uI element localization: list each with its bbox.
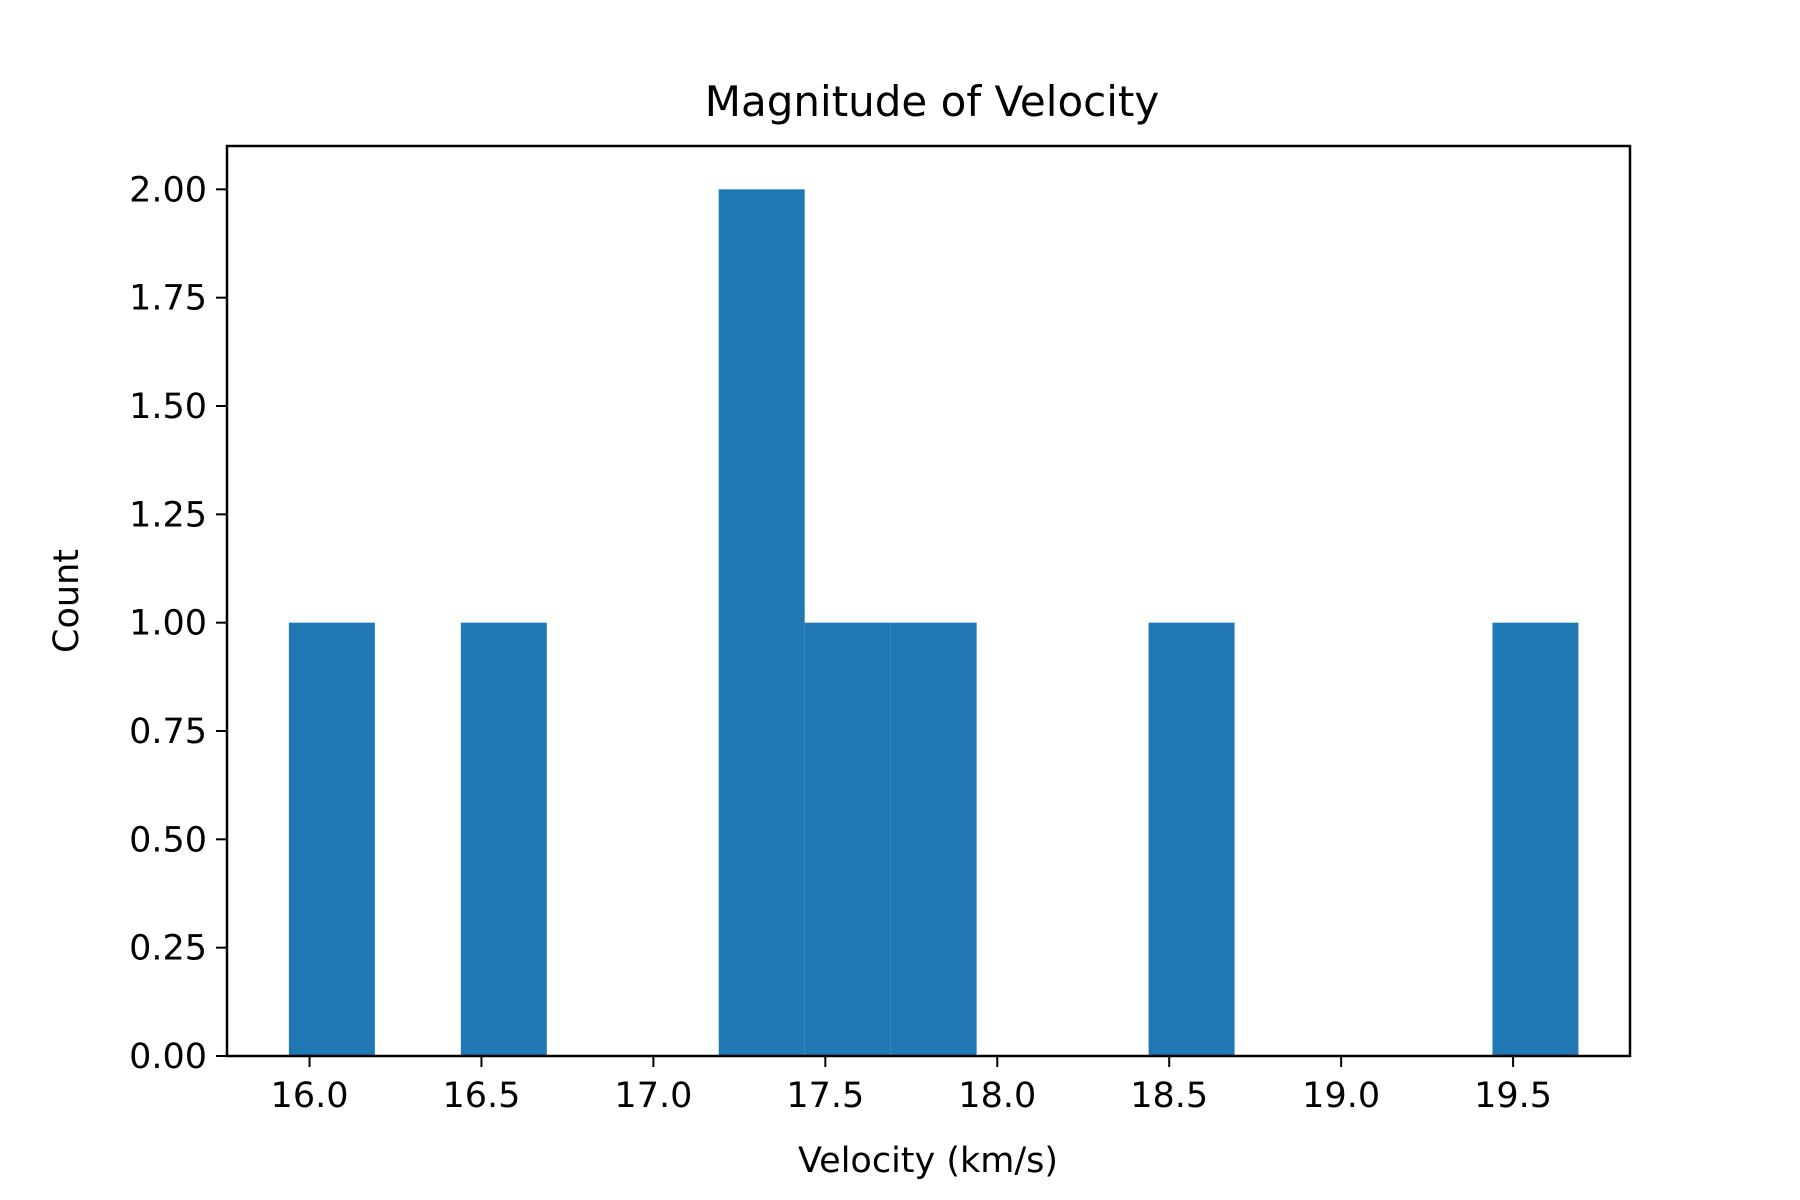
x-axis-label: Velocity (km/s) bbox=[798, 1141, 1058, 1181]
y-tick-label: 1.25 bbox=[129, 495, 207, 535]
x-tick-label: 16.5 bbox=[442, 1076, 520, 1116]
x-tick-label: 19.0 bbox=[1302, 1076, 1380, 1116]
y-tick-label: 0.00 bbox=[129, 1037, 207, 1077]
bar-5 bbox=[1148, 622, 1235, 1056]
y-tick-label: 1.00 bbox=[129, 604, 207, 644]
y-tick-label: 2.00 bbox=[129, 170, 207, 210]
chart-title: Magnitude of Velocity bbox=[705, 77, 1159, 126]
bar-0 bbox=[288, 622, 375, 1056]
bar-3 bbox=[804, 622, 891, 1056]
bar-6 bbox=[1492, 622, 1579, 1056]
x-tick-label: 18.5 bbox=[1130, 1076, 1208, 1116]
x-tick-label: 19.5 bbox=[1474, 1076, 1552, 1116]
x-tick-label: 18.0 bbox=[958, 1076, 1036, 1116]
x-axis-ticks: 16.0 16.5 17.0 17.5 18.0 18.5 19.0 19.5 bbox=[271, 1056, 1552, 1116]
bar-4 bbox=[890, 622, 977, 1056]
bar-2 bbox=[718, 189, 805, 1057]
y-axis-label: Count bbox=[47, 549, 87, 653]
y-tick-label: 1.75 bbox=[129, 279, 207, 319]
plot-frame bbox=[225, 144, 1632, 1058]
y-tick-label: 0.50 bbox=[129, 820, 207, 860]
x-tick-label: 17.0 bbox=[614, 1076, 692, 1116]
x-tick-label: 16.0 bbox=[271, 1076, 349, 1116]
y-tick-label: 0.25 bbox=[129, 929, 207, 969]
y-tick-label: 1.50 bbox=[129, 387, 207, 427]
y-tick-label: 0.75 bbox=[129, 712, 207, 752]
x-tick-label: 17.5 bbox=[786, 1076, 864, 1116]
y-axis-ticks: 0.00 0.25 0.50 0.75 1.00 1.25 1.50 1.75 2.00 bbox=[129, 170, 227, 1077]
bar-1 bbox=[460, 622, 547, 1056]
bars-group bbox=[288, 189, 1579, 1057]
